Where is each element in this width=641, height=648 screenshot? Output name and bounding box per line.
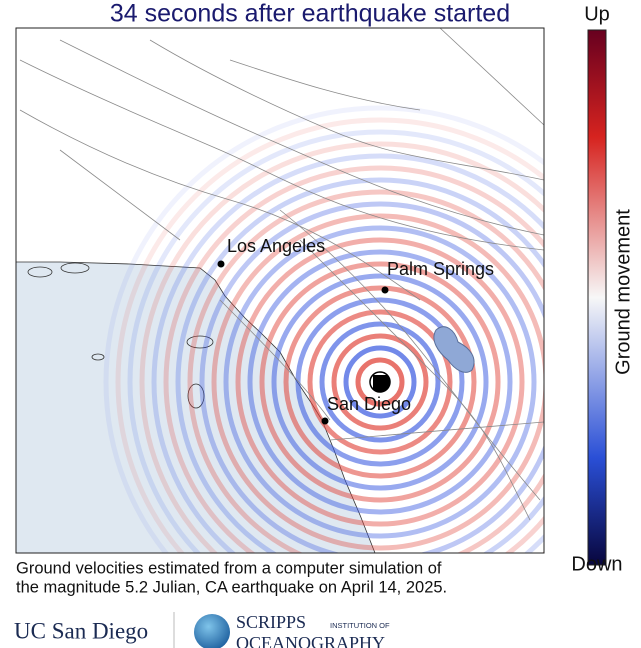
scripps-globe [194, 614, 230, 648]
wave-ring [211, 213, 544, 551]
ucsd-logo: UC San Diego [14, 618, 148, 643]
map: Los Angeles Palm Springs San Diego [16, 28, 544, 553]
city-label: San Diego [327, 394, 411, 414]
wave-ring [223, 225, 537, 539]
colorbar-label: Ground movement [612, 209, 634, 375]
wave-ring [331, 333, 429, 431]
city-label: Los Angeles [227, 236, 325, 256]
colorbar [587, 29, 607, 566]
wave-ring [199, 201, 544, 553]
wave-ring [295, 297, 465, 467]
city-dot [381, 286, 389, 294]
colorbar-top: Up [584, 3, 610, 25]
wave-ring [187, 189, 544, 553]
caption: Ground velocities estimated from a compu… [16, 559, 442, 577]
epicenter [369, 371, 391, 393]
wave-ring [283, 285, 477, 479]
map-frame [15, 27, 545, 554]
city-label: Palm Springs [387, 259, 494, 279]
wave-ring [247, 249, 513, 515]
wavefield [103, 105, 544, 553]
city-dot [217, 260, 225, 268]
wave-ring [163, 165, 544, 553]
wave-ring [259, 261, 501, 503]
wave-ring [307, 309, 453, 455]
salton-sea [433, 326, 475, 373]
scripps-name: OCEANOGRAPHY [236, 633, 385, 648]
wave-ring [319, 321, 441, 443]
islands [27, 262, 214, 409]
wave-ring [139, 141, 544, 553]
wave-ring [151, 153, 544, 553]
wave-ring [127, 129, 544, 553]
scripps-sub: INSTITUTION OF [330, 621, 390, 630]
wave-ring [343, 345, 417, 419]
wave-ring [271, 273, 489, 491]
colorbar-bottom: Down [571, 553, 622, 575]
caption: the magnitude 5.2 Julian, CA earthquake … [16, 578, 447, 596]
scripps-logo: SCRIPPS [236, 612, 306, 632]
title: 34 seconds after earthquake started [110, 0, 510, 28]
wave-ring [355, 357, 405, 407]
wave-ring [115, 117, 544, 553]
wave-ring [103, 105, 544, 553]
wave-ring [175, 177, 544, 553]
wave-ring [235, 237, 525, 527]
city-dot [321, 417, 329, 425]
